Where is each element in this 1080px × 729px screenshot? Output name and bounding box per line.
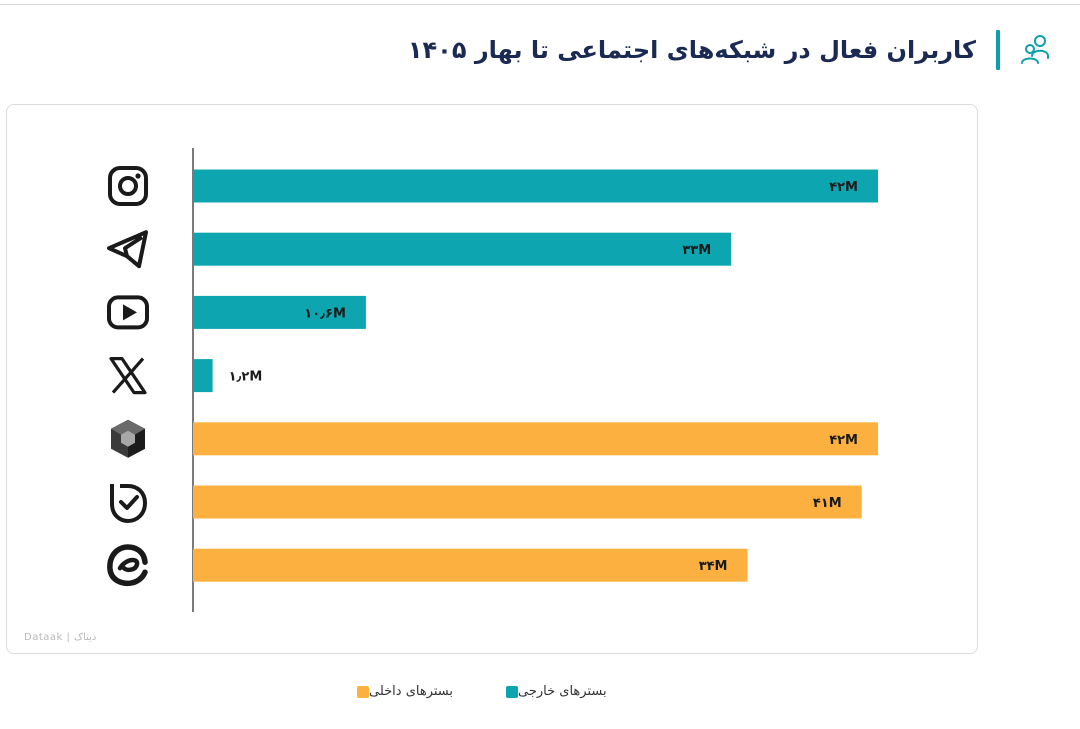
legend-swatch-domestic bbox=[357, 685, 369, 698]
legend-label-foreign: بسترهای خارجی bbox=[518, 684, 607, 699]
title-accent-bar bbox=[996, 30, 1000, 70]
bale-icon bbox=[110, 484, 147, 523]
bar-x bbox=[193, 359, 213, 393]
users-icon bbox=[1021, 35, 1049, 64]
bar-bale bbox=[193, 485, 862, 519]
telegram-icon bbox=[107, 230, 148, 269]
value-label-rubika: ۴۲M bbox=[829, 433, 858, 448]
instagram-icon bbox=[108, 166, 148, 206]
chart-card: ۴۲M ۳۳M ۱۰٫۶M ۱٫۲M ۴۲M ۴۱M ۳۴M Dataak | دیتاک bbox=[6, 104, 978, 654]
value-label-bale: ۴۱M bbox=[813, 496, 842, 511]
legend-swatch-foreign bbox=[506, 685, 518, 698]
rubika-icon bbox=[111, 419, 145, 458]
legend: بسترهای خارجی بسترهای داخلی bbox=[0, 684, 1080, 708]
top-divider bbox=[0, 4, 1080, 5]
legend-label-domestic: بسترهای داخلی bbox=[369, 684, 454, 699]
watermark: Dataak | دیتاک bbox=[24, 632, 97, 643]
value-label-instagram: ۴۲M bbox=[829, 180, 858, 195]
bar-youtube bbox=[193, 295, 366, 329]
value-label-eitaa: ۳۴M bbox=[699, 559, 728, 574]
legend-item-foreign: بسترهای خارجی bbox=[498, 684, 607, 699]
value-label-x: ۱٫۲M bbox=[229, 370, 263, 385]
eitaa-icon bbox=[107, 544, 148, 587]
page-title: کاربران فعال در شبکه‌های اجتماعی تا بهار… bbox=[407, 36, 976, 64]
bar-chart: ۴۲M ۳۳M ۱۰٫۶M ۱٫۲M ۴۲M ۴۱M ۳۴M bbox=[107, 148, 878, 612]
value-label-youtube: ۱۰٫۶M bbox=[304, 306, 346, 321]
bar-eitaa bbox=[193, 548, 748, 582]
chart-header: کاربران فعال در شبکه‌های اجتماعی تا بهار… bbox=[408, 28, 1054, 72]
bar-instagram bbox=[193, 169, 878, 203]
bar-rubika bbox=[193, 422, 878, 456]
x-icon bbox=[109, 357, 147, 395]
value-label-telegram: ۳۳M bbox=[682, 243, 711, 258]
legend-item-domestic: بسترهای داخلی bbox=[349, 684, 453, 699]
youtube-icon bbox=[107, 295, 149, 330]
bar-telegram bbox=[193, 232, 732, 266]
